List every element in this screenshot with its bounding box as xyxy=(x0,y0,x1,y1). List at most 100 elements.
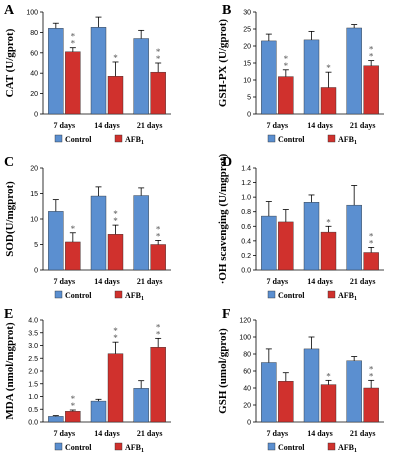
y-tick-label: 20 xyxy=(30,91,38,98)
bar-control-21-days xyxy=(133,195,149,271)
significance-star: * xyxy=(284,54,289,64)
y-tick-label: 0.0 xyxy=(28,420,38,427)
x-tick-label-14-days: 14 days xyxy=(307,277,333,286)
significance-star: * xyxy=(326,63,331,73)
panel-letter: B xyxy=(222,3,231,18)
y-axis-label: MDA (nmol/mgprot) xyxy=(4,322,16,420)
bar-control-14-days xyxy=(303,202,320,271)
legend-label-afb-subscript: 1 xyxy=(141,448,144,454)
y-tick-label: 2.0 xyxy=(28,369,38,376)
bar-control-21-days xyxy=(346,360,362,423)
significance-star: * xyxy=(369,238,374,248)
legend-label-afb-subscript: 1 xyxy=(141,296,144,302)
y-tick-label: 60 xyxy=(243,369,251,376)
bar-control-21-days xyxy=(133,38,149,115)
bar-control-7-days xyxy=(261,215,277,271)
legend-label-control: Control xyxy=(278,291,305,300)
legend-label-control: Control xyxy=(278,443,305,452)
significance-star: * xyxy=(71,394,76,404)
y-tick-label: 0.5 xyxy=(28,407,38,414)
legend-label-afb: AFB1 xyxy=(338,291,357,302)
bar-afb-7-days xyxy=(278,76,294,115)
y-tick-label: 0 xyxy=(247,420,251,427)
x-tick-label-7-days: 7 days xyxy=(267,277,289,286)
legend-label-afb-subscript: 1 xyxy=(141,140,144,146)
y-tick-label: 3.5 xyxy=(28,330,38,337)
bar-afb-7-days xyxy=(65,241,81,271)
y-tick-label: 15 xyxy=(243,61,251,68)
x-tick-label-21-days: 21 days xyxy=(137,429,163,438)
significance-star: * xyxy=(156,322,161,332)
bar-control-14-days xyxy=(90,400,107,423)
legend-swatch-afb xyxy=(114,442,123,451)
legend-label-afb: AFB1 xyxy=(338,135,357,146)
y-tick-label: 1.2 xyxy=(241,180,251,187)
y-tick-label: 100 xyxy=(239,335,251,342)
y-tick-label: 0.0 xyxy=(241,268,251,275)
y-tick-label: 30 xyxy=(243,10,251,17)
bar-afb-21-days xyxy=(150,71,166,115)
y-tick-label: 1.0 xyxy=(241,195,251,202)
y-tick-label: 40 xyxy=(243,386,251,393)
significance-star: * xyxy=(369,52,374,62)
x-tick-label-7-days: 7 days xyxy=(267,121,289,130)
legend-swatch-afb xyxy=(114,290,123,299)
y-tick-label: 100 xyxy=(26,10,38,17)
y-tick-label: 1.4 xyxy=(241,166,251,173)
significance-star: * xyxy=(71,39,76,49)
significance-star: * xyxy=(156,231,161,241)
y-tick-label: 0 xyxy=(247,112,251,119)
panel-letter: A xyxy=(4,3,15,18)
y-tick-label: 25 xyxy=(243,27,251,34)
y-tick-label: 0.8 xyxy=(241,209,251,216)
y-tick-label: 2.5 xyxy=(28,356,38,363)
y-tick-label: 10 xyxy=(243,78,251,85)
panel-f: F GSH (umol/gprot) 0 20 40 60 80 100 120 7 days * 1… xyxy=(217,307,384,454)
panel-d: D·OH scavenging (U/mgprot) 0.0 0.2 0.4 0.6 0.… xyxy=(217,153,384,302)
bar-control-7-days xyxy=(48,28,64,115)
significance-star: * xyxy=(326,217,331,227)
y-tick-label: 80 xyxy=(30,30,38,37)
significance-star: * xyxy=(156,329,161,339)
y-tick-label: 4.0 xyxy=(28,318,38,325)
x-tick-label-7-days: 7 days xyxy=(54,429,76,438)
legend-label-afb: AFB1 xyxy=(125,443,144,454)
significance-star: * xyxy=(113,216,118,226)
legend-label-control: Control xyxy=(65,135,92,144)
bar-control-7-days xyxy=(261,362,277,423)
x-tick-label-21-days: 21 days xyxy=(350,277,376,286)
x-tick-label-21-days: 21 days xyxy=(137,277,163,286)
legend-swatch-afb xyxy=(327,442,336,451)
panel-letter: C xyxy=(4,155,14,170)
bar-afb-21-days xyxy=(363,65,379,115)
y-tick-label: 0.6 xyxy=(241,224,251,231)
significance-star: * xyxy=(369,231,374,241)
bar-afb-21-days xyxy=(150,244,166,271)
x-tick-label-7-days: 7 days xyxy=(267,429,289,438)
panel-letter: D xyxy=(222,155,232,170)
x-tick-label-7-days: 7 days xyxy=(54,277,76,286)
legend-label-afb: AFB1 xyxy=(338,443,357,454)
x-tick-label-14-days: 14 days xyxy=(94,429,120,438)
significance-star: * xyxy=(113,209,118,219)
x-tick-label-14-days: 14 days xyxy=(94,277,120,286)
significance-star: * xyxy=(113,333,118,343)
significance-star: * xyxy=(369,371,374,381)
y-axis-label: GSH-PX (U/gprot) xyxy=(217,19,229,107)
y-tick-label: 40 xyxy=(30,71,38,78)
y-tick-label: 3.0 xyxy=(28,343,38,350)
significance-star: * xyxy=(71,32,76,42)
bar-afb-14-days xyxy=(320,87,337,115)
legend-swatch-control xyxy=(54,442,63,451)
legend-label-afb: AFB1 xyxy=(125,291,144,302)
bar-control-14-days xyxy=(90,195,107,271)
significance-star: * xyxy=(284,61,289,71)
legend-label-afb-subscript: 1 xyxy=(354,448,357,454)
y-axis-label: ·OH scavenging (U/mgprot) xyxy=(217,153,229,284)
y-tick-label: 60 xyxy=(30,50,38,57)
x-tick-label-14-days: 14 days xyxy=(94,121,120,130)
